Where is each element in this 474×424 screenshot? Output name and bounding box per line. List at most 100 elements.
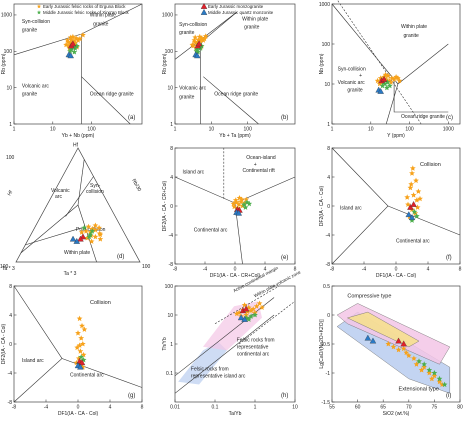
y-tick-label: -4 (8, 371, 13, 377)
panel-label: (h) (281, 393, 288, 399)
field-boundary (81, 76, 131, 125)
x-tick-label: 1000 (443, 127, 454, 133)
data-point-star (202, 33, 209, 39)
field-label: Syn-collision (338, 66, 366, 72)
data-point-star (80, 351, 87, 358)
x-tick-label: 65 (380, 405, 386, 411)
data-point-star (78, 354, 85, 360)
data-point-triangle (364, 334, 372, 341)
field-boundary (20, 204, 79, 254)
field-label: Felsic rocks from (237, 338, 275, 344)
legend-label: Middle Jurassic quartz monzonite (208, 10, 274, 15)
x-tick-label: 0.1 (212, 405, 219, 411)
data-point-star (246, 200, 253, 207)
y-axis-label: DF2(IA - CA - Col) (1, 324, 7, 365)
y-tick-label: 10 (167, 85, 173, 91)
field-label: Within plate (242, 17, 268, 23)
y-axis-label: Th/Yb (162, 337, 168, 351)
data-point-star (76, 342, 83, 348)
data-point-star (403, 349, 410, 356)
y-tick-label: -8 (169, 262, 174, 268)
data-point-star (97, 236, 104, 242)
y-tick-label: -0.5 (321, 342, 330, 348)
field-label: Continental rift (243, 168, 276, 174)
data-point-triangle (380, 75, 388, 82)
data-point-star (413, 197, 420, 203)
data-point-triangle (69, 40, 77, 47)
field-boundary (65, 176, 94, 217)
y-tick-label: -8 (326, 262, 331, 268)
panel-label: (i) (446, 393, 451, 399)
overlap-field (346, 311, 420, 348)
data-point-triangle (194, 52, 201, 59)
data-point-triangle (400, 340, 407, 347)
data-point-star (379, 82, 386, 89)
field-label: Extensional type (399, 386, 439, 392)
data-point-star (436, 378, 443, 385)
field-label: Ocean ridge granite (401, 114, 445, 120)
field-label: Syn-collision (22, 19, 50, 25)
x-tick-label: -8 (330, 267, 335, 273)
field-boundary (387, 205, 461, 236)
y-axis-label: Nb (ppm) (319, 53, 325, 74)
chart-panel-e: -8 -4 0 4 8 -8 -4 0 4 8 DF1(IA - CA - CR+Col) DF2(I… (162, 146, 297, 279)
y-tick-label: 1000 (319, 2, 330, 8)
y-tick-label: 0 (327, 204, 330, 210)
x-tick-label: 4 (427, 267, 430, 273)
chart-panel-b: 1 10 100 1 10 100 1000 Yb + Ta (ppm) Rb (ppm) (b)… (162, 2, 296, 139)
field-label: Island arc (22, 358, 44, 364)
data-point-triangle (405, 211, 413, 218)
data-point-star (431, 370, 438, 376)
x-tick-label: 10 (50, 127, 56, 133)
data-point-triangle (241, 315, 248, 322)
data-point-star (69, 39, 75, 45)
y-tick-label: 8 (327, 146, 330, 152)
field-label: Post-collision (76, 227, 106, 233)
data-point-star (405, 352, 412, 358)
data-point-star (400, 345, 407, 352)
data-point-triangle (237, 314, 245, 321)
data-point-star (426, 370, 433, 376)
data-point-star (232, 197, 239, 203)
field-boundary (397, 43, 449, 85)
data-point-star (385, 72, 391, 79)
y-tick-label: 10 (6, 85, 12, 91)
data-point-star (415, 188, 422, 194)
data-point-triangle (369, 337, 377, 344)
field-label: + (254, 162, 257, 168)
data-point-triangle (77, 363, 84, 370)
data-point-star (407, 184, 414, 191)
y-tick-label: 10 (167, 313, 173, 319)
legend-label: Early Jurassic felsic rocks of Erguna Bl… (43, 4, 126, 9)
x-tick-label: 8 (141, 405, 144, 411)
data-point-triangle (78, 359, 86, 366)
y-tick-label: -4 (326, 233, 331, 239)
data-point-star (409, 165, 416, 171)
y-tick-label: 4 (9, 313, 12, 319)
data-point-star (75, 330, 81, 336)
data-point-star (243, 312, 249, 318)
x-tick-label: 75 (432, 405, 438, 411)
y-tick-label: 100 (165, 284, 174, 290)
data-point-star (195, 36, 202, 42)
panel-label: (c) (446, 115, 453, 121)
data-point-triangle (377, 87, 384, 94)
data-point-triangle (67, 52, 74, 59)
data-point-star (92, 233, 99, 240)
continental-arc-field (203, 301, 262, 351)
y-tick-label: -1 (326, 371, 331, 377)
field-label: representative island arc (191, 373, 246, 379)
field-label: granite (22, 28, 38, 34)
data-point-star (233, 310, 240, 317)
field-label: Ocean-island (246, 155, 276, 161)
data-point-star (235, 201, 242, 207)
data-point-star (418, 367, 425, 373)
field-boundary (214, 285, 280, 324)
data-point-star (80, 32, 86, 38)
data-point-star (92, 227, 99, 233)
data-point-star (192, 34, 199, 40)
x-tick-label: 55 (329, 405, 335, 411)
data-point-star (191, 37, 198, 43)
y-tick-label: 100 (165, 49, 174, 55)
data-point-star (256, 300, 263, 306)
